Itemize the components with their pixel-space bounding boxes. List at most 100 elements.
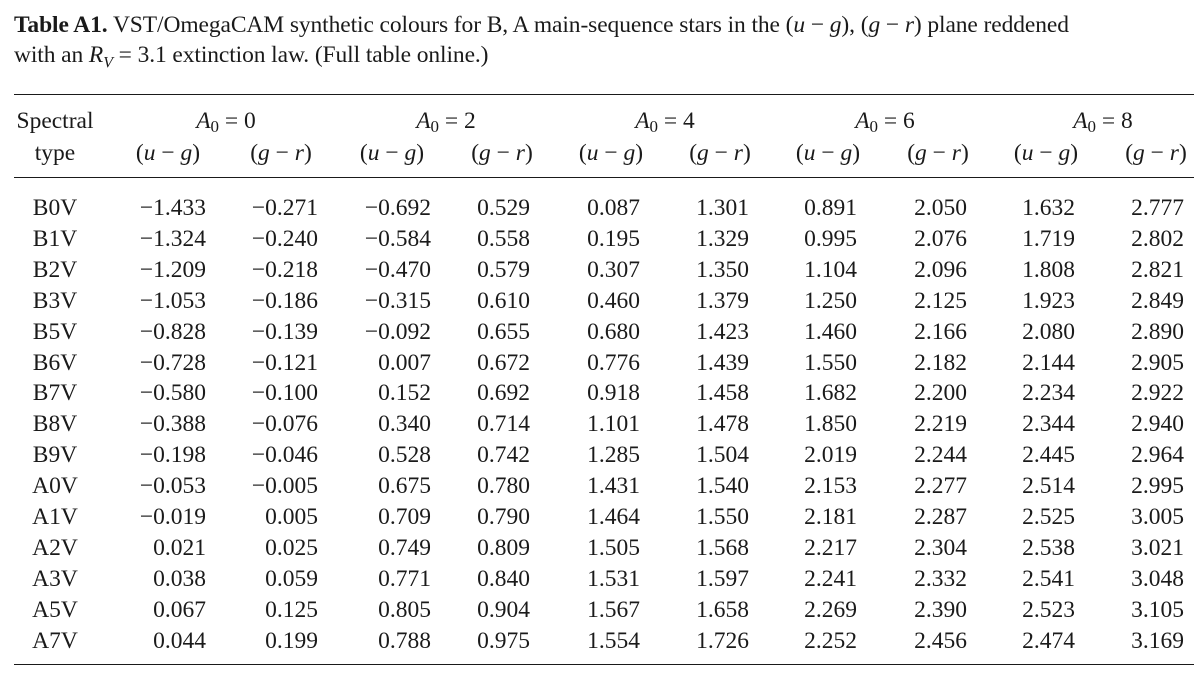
table-cell: 0.005 (265, 504, 318, 530)
table-cell: 2.277 (914, 473, 967, 500)
table-cell: 2.940 (1131, 411, 1184, 438)
table-cell: 2.019 (804, 442, 857, 469)
table-cell: −1.433 (139, 195, 206, 221)
table-cell: 1.250 (804, 287, 857, 314)
table-cell: 1.439 (696, 349, 749, 376)
table-cell: 0.714 (477, 411, 530, 438)
table-cell: −0.271 (251, 195, 318, 221)
table-cell: 1.719 (1022, 225, 1075, 252)
table-cell: 2.332 (914, 565, 967, 592)
table-cell: 2.304 (914, 534, 967, 561)
table-cell: 1.329 (696, 225, 749, 252)
table-cell: 0.340 (378, 411, 431, 438)
table-cell: 2.905 (1131, 349, 1184, 376)
table-cell: 2.244 (914, 442, 967, 469)
subcol-header-4: (u − g) (578, 140, 644, 166)
table-cell: 3.005 (1131, 504, 1184, 530)
bottom-rule (14, 664, 1194, 665)
table-cell: 0.776 (587, 349, 640, 376)
subcol-header-6: (u − g) (795, 140, 861, 166)
table-cell: −0.315 (364, 287, 431, 314)
table-cell: 1.464 (587, 504, 640, 530)
table-cell: 0.460 (587, 287, 640, 314)
table-cell: 2.153 (804, 473, 857, 500)
table-cell: 2.252 (804, 627, 857, 654)
table-cell: 2.890 (1131, 318, 1184, 345)
table-cell: −1.324 (139, 225, 206, 252)
spectral-type-cell: B5V (32, 318, 78, 345)
table-cell: 1.923 (1022, 287, 1075, 314)
spectral-type-cell: A1V (32, 504, 78, 530)
table-cell: 1.554 (587, 627, 640, 654)
spectral-type-cell: B1V (32, 225, 78, 252)
spectral-type-cell: A3V (32, 565, 78, 592)
spectral-type-cell: B2V (32, 256, 78, 283)
table-cell: 1.568 (696, 534, 749, 561)
table-caption: Table A1. VST/OmegaCAM synthetic colours… (14, 12, 1069, 72)
table-cell: −0.828 (139, 318, 206, 345)
table-cell: 0.904 (477, 596, 530, 623)
table-cell: 0.579 (477, 256, 530, 283)
table-cell: 1.682 (804, 380, 857, 407)
table-cell: 2.166 (914, 318, 967, 345)
table-cell: 2.181 (804, 504, 857, 530)
table-cell: 2.050 (914, 195, 967, 221)
spectral-type-cell: A5V (32, 596, 78, 623)
table-cell: 1.597 (696, 565, 749, 592)
table-cell: 2.241 (804, 565, 857, 592)
table-cell: 1.726 (696, 627, 749, 654)
table-cell: −0.076 (251, 411, 318, 438)
table-cell: −0.728 (139, 349, 206, 376)
table-cell: 2.200 (914, 380, 967, 407)
table-cell: 0.307 (587, 256, 640, 283)
table-cell: 1.423 (696, 318, 749, 345)
table-cell: 0.021 (153, 534, 206, 561)
table-cell: 2.777 (1131, 195, 1184, 221)
table-cell: 2.445 (1022, 442, 1075, 469)
table-cell: 0.709 (378, 504, 431, 530)
group-header-3: A0 = 6 (855, 108, 915, 136)
caption-text: VST/OmegaCAM synthetic colours for B, A … (112, 12, 794, 38)
table-cell: 2.080 (1022, 318, 1075, 345)
table-cell: 2.995 (1131, 473, 1184, 500)
table-cell: 2.523 (1022, 596, 1075, 623)
table-cell: 1.301 (696, 195, 749, 221)
table-cell: −0.019 (139, 504, 206, 530)
table-cell: 2.474 (1022, 627, 1075, 654)
table-cell: 2.076 (914, 225, 967, 252)
table-cell: 1.101 (587, 411, 640, 438)
table-cell: −0.046 (251, 442, 318, 469)
header-rule (14, 177, 1194, 178)
subcol-header-5: (g − r) (689, 140, 751, 166)
table-cell: 1.350 (696, 256, 749, 283)
table-cell: −0.692 (364, 195, 431, 221)
table-cell: 1.658 (696, 596, 749, 623)
subcol-header-3: (g − r) (471, 140, 533, 166)
table-cell: 1.460 (804, 318, 857, 345)
table-cell: 1.550 (696, 504, 749, 530)
table-cell: 0.125 (265, 596, 318, 623)
table-cell: 1.458 (696, 380, 749, 407)
table-cell: 0.680 (587, 318, 640, 345)
spectral-type-cell: B0V (32, 195, 78, 221)
table-cell: 0.749 (378, 534, 431, 561)
table-cell: 0.805 (378, 596, 431, 623)
table-cell: 2.390 (914, 596, 967, 623)
table-cell: 0.675 (378, 473, 431, 500)
group-header-4: A0 = 8 (1073, 108, 1133, 136)
table-cell: 2.541 (1022, 565, 1075, 592)
table-cell: 0.067 (153, 596, 206, 623)
table-cell: 2.125 (914, 287, 967, 314)
table-cell: 2.182 (914, 349, 967, 376)
table-cell: 1.478 (696, 411, 749, 438)
group-header-0: A0 = 0 (196, 108, 256, 136)
table-cell: 3.169 (1131, 627, 1184, 654)
table-cell: 0.038 (153, 565, 206, 592)
table-cell: 3.105 (1131, 596, 1184, 623)
group-header-2: A0 = 4 (635, 108, 695, 136)
table-cell: −0.240 (251, 225, 318, 252)
subcol-header-1: (g − r) (250, 140, 312, 166)
table-cell: 0.788 (378, 627, 431, 654)
table-cell: 1.808 (1022, 256, 1075, 283)
